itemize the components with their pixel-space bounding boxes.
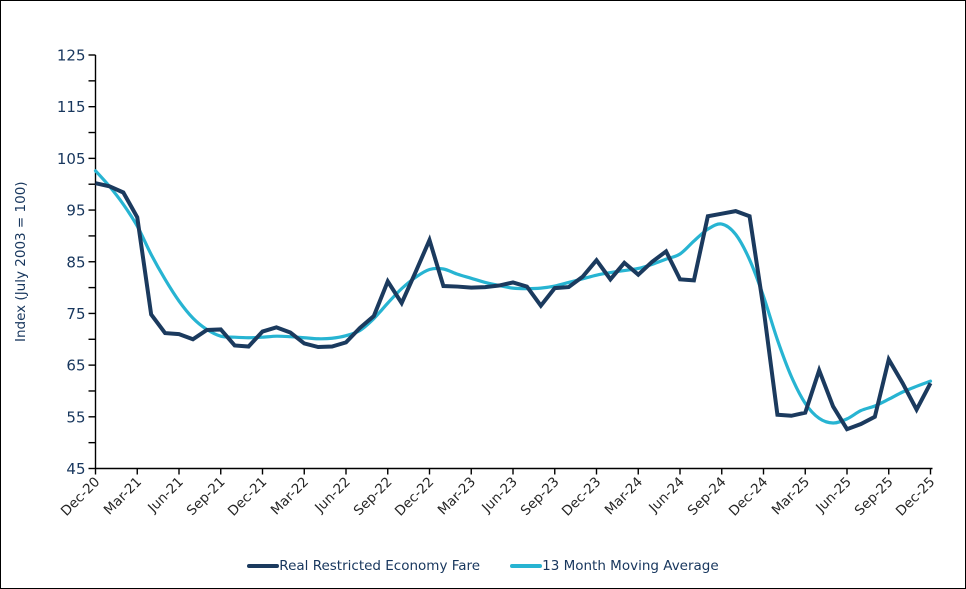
x-tick-label: Dec-25 [893,474,938,519]
y-tick-label: 85 [66,253,85,271]
x-tick-label: Dec-21 [225,474,270,519]
y-tick-label: 75 [66,305,85,323]
y-axis-ticks: 45 55 65 75 85 95 105 115 125 [57,47,96,478]
x-tick-label: Mar-23 [435,474,479,518]
x-tick-label: Mar-25 [769,474,813,518]
moving-average-line [93,169,933,425]
legend-item-moving-average: 13 Month Moving Average [510,558,719,574]
x-tick-label: Sep-23 [518,474,563,519]
y-tick-label: 95 [66,202,85,220]
y-tick-label: 65 [66,357,85,375]
legend-label-moving-average: 13 Month Moving Average [542,558,719,574]
x-tick-label: Mar-21 [101,474,145,518]
moving-average-line-swatch-icon [510,564,543,568]
x-tick-label: Sep-24 [685,474,730,519]
legend-item-fare: Real Restricted Economy Fare [247,558,480,574]
x-tick-label: Jun-24 [645,474,688,517]
x-tick-label: Mar-22 [268,474,312,518]
x-tick-label: Jun-23 [478,474,521,517]
x-tick-label: Dec-22 [392,474,437,519]
x-tick-label: Jun-21 [144,474,187,517]
x-tick-label: Jun-22 [311,474,354,517]
fare-line-swatch-icon [247,564,280,568]
legend: Real Restricted Economy Fare 13 Month Mo… [1,553,965,579]
y-tick-label: 55 [66,408,85,426]
legend-label-fare: Real Restricted Economy Fare [279,558,481,574]
x-tick-label: Sep-22 [351,474,396,519]
fare-series-line [95,181,933,432]
x-tick-label: Jun-25 [812,474,855,517]
y-axis-title: Index (July 2003 = 100) [13,181,29,342]
x-tick-label: Dec-24 [726,474,771,519]
x-tick-label: Mar-24 [602,474,646,518]
x-tick-label: Sep-25 [852,474,897,519]
y-tick-label: 115 [57,98,86,116]
y-tick-label: 105 [57,150,86,168]
x-tick-label: Dec-23 [559,474,604,519]
y-tick-label: 45 [66,460,85,478]
x-tick-label: Dec-20 [58,474,103,519]
x-tick-label: Sep-21 [184,474,229,519]
y-tick-label: 125 [57,47,86,65]
